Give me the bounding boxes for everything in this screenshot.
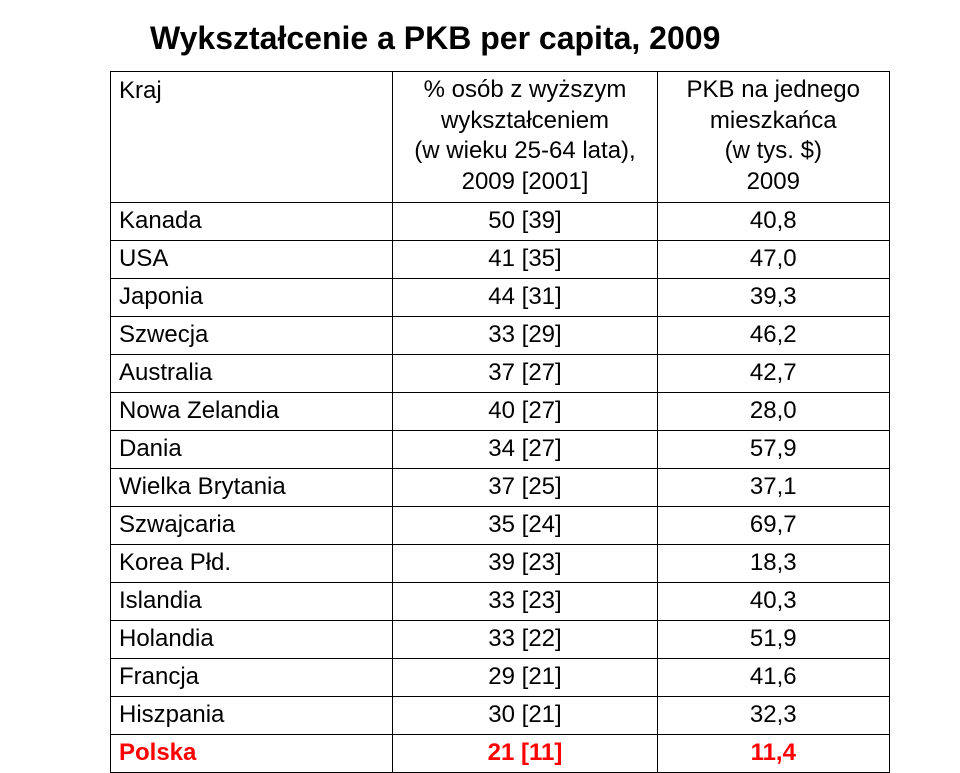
cell-country: Wielka Brytania	[111, 468, 393, 506]
cell-gdp: 41,6	[657, 658, 889, 696]
data-table: Kraj % osób z wyższym wykształceniem(w w…	[110, 71, 890, 773]
cell-education: 34 [27]	[393, 430, 657, 468]
table-row: USA41 [35]47,0	[111, 240, 890, 278]
table-row: Szwecja33 [29]46,2	[111, 316, 890, 354]
cell-country: Kanada	[111, 202, 393, 240]
table-row: Australia37 [27]42,7	[111, 354, 890, 392]
table-row: Islandia33 [23]40,3	[111, 582, 890, 620]
table-row: Holandia33 [22]51,9	[111, 620, 890, 658]
table-row: Kanada50 [39]40,8	[111, 202, 890, 240]
cell-country: Polska	[111, 734, 393, 772]
table-row: Dania34 [27]57,9	[111, 430, 890, 468]
cell-education: 41 [35]	[393, 240, 657, 278]
cell-education: 37 [25]	[393, 468, 657, 506]
cell-country: Szwecja	[111, 316, 393, 354]
cell-country: Hiszpania	[111, 696, 393, 734]
cell-gdp: 42,7	[657, 354, 889, 392]
table-row: Francja29 [21]41,6	[111, 658, 890, 696]
cell-country: Nowa Zelandia	[111, 392, 393, 430]
cell-gdp: 32,3	[657, 696, 889, 734]
table-row: Korea Płd.39 [23]18,3	[111, 544, 890, 582]
table-head: Kraj % osób z wyższym wykształceniem(w w…	[111, 72, 890, 203]
cell-country: Korea Płd.	[111, 544, 393, 582]
table-body: Kanada50 [39]40,8USA41 [35]47,0Japonia44…	[111, 202, 890, 772]
cell-education: 33 [29]	[393, 316, 657, 354]
table-row: Hiszpania30 [21]32,3	[111, 696, 890, 734]
table-row: Szwajcaria35 [24]69,7	[111, 506, 890, 544]
cell-country: USA	[111, 240, 393, 278]
page-title: Wykształcenie a PKB per capita, 2009	[150, 20, 900, 57]
cell-education: 40 [27]	[393, 392, 657, 430]
table-row: Japonia44 [31]39,3	[111, 278, 890, 316]
cell-gdp: 11,4	[657, 734, 889, 772]
cell-education: 50 [39]	[393, 202, 657, 240]
cell-education: 33 [23]	[393, 582, 657, 620]
cell-gdp: 40,8	[657, 202, 889, 240]
cell-gdp: 46,2	[657, 316, 889, 354]
cell-gdp: 39,3	[657, 278, 889, 316]
cell-gdp: 57,9	[657, 430, 889, 468]
cell-education: 29 [21]	[393, 658, 657, 696]
cell-gdp: 47,0	[657, 240, 889, 278]
table-header-row: Kraj % osób z wyższym wykształceniem(w w…	[111, 72, 890, 203]
header-country: Kraj	[111, 72, 393, 203]
cell-country: Australia	[111, 354, 393, 392]
cell-gdp: 18,3	[657, 544, 889, 582]
cell-education: 37 [27]	[393, 354, 657, 392]
cell-education: 21 [11]	[393, 734, 657, 772]
cell-education: 35 [24]	[393, 506, 657, 544]
cell-education: 39 [23]	[393, 544, 657, 582]
cell-country: Japonia	[111, 278, 393, 316]
cell-country: Dania	[111, 430, 393, 468]
cell-education: 30 [21]	[393, 696, 657, 734]
cell-gdp: 28,0	[657, 392, 889, 430]
cell-education: 33 [22]	[393, 620, 657, 658]
cell-gdp: 37,1	[657, 468, 889, 506]
cell-gdp: 51,9	[657, 620, 889, 658]
cell-education: 44 [31]	[393, 278, 657, 316]
cell-country: Holandia	[111, 620, 393, 658]
cell-country: Francja	[111, 658, 393, 696]
table-row: Polska21 [11]11,4	[111, 734, 890, 772]
table-row: Wielka Brytania37 [25]37,1	[111, 468, 890, 506]
cell-gdp: 69,7	[657, 506, 889, 544]
cell-gdp: 40,3	[657, 582, 889, 620]
cell-country: Islandia	[111, 582, 393, 620]
cell-country: Szwajcaria	[111, 506, 393, 544]
header-education: % osób z wyższym wykształceniem(w wieku …	[393, 72, 657, 203]
header-gdp: PKB na jednego mieszkańca(w tys. $)2009	[657, 72, 889, 203]
table-row: Nowa Zelandia40 [27]28,0	[111, 392, 890, 430]
page-container: Wykształcenie a PKB per capita, 2009 Kra…	[0, 0, 960, 773]
